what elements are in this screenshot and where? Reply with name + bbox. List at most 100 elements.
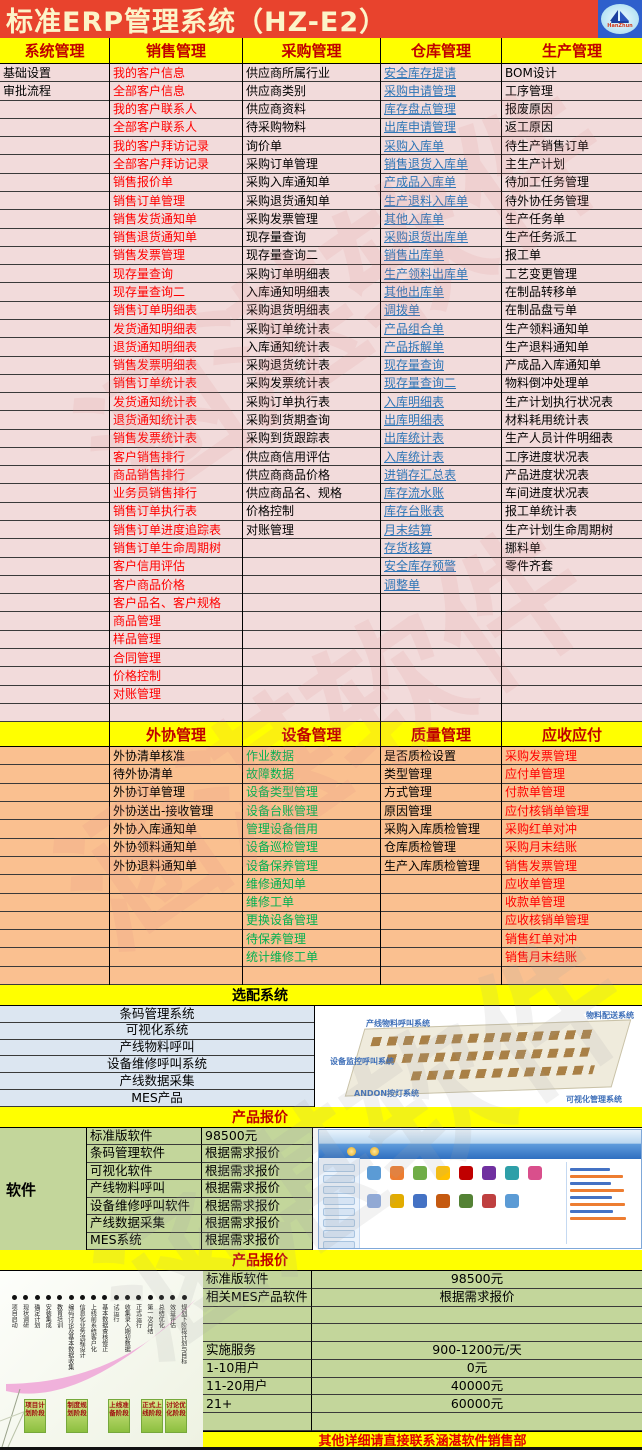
module-item[interactable]: 库存流水账: [381, 484, 501, 503]
module-item[interactable]: 客户品名、客户规格: [110, 594, 242, 613]
optional-system-item[interactable]: 产线物料呼叫: [0, 1039, 314, 1057]
module-item[interactable]: 主生产计划: [502, 155, 642, 174]
module-item[interactable]: 应收单管理: [502, 875, 642, 894]
module-item[interactable]: 销售订单执行表: [110, 502, 242, 522]
module-item[interactable]: 销售退货通知单: [110, 228, 242, 247]
module-item[interactable]: 月末结算: [381, 521, 501, 540]
module-item[interactable]: 存货核算: [381, 539, 501, 558]
module-item[interactable]: 故障数据: [243, 765, 380, 784]
module-item[interactable]: 价格控制: [110, 667, 242, 686]
module-item[interactable]: 基础设置: [0, 64, 109, 83]
module-item[interactable]: 采购订单明细表: [243, 265, 380, 284]
optional-system-item[interactable]: 条码管理系统: [0, 1006, 314, 1023]
module-item[interactable]: 收款单管理: [502, 893, 642, 912]
module-item[interactable]: 价格控制: [243, 502, 380, 522]
optional-system-item[interactable]: 设备维修呼叫系统: [0, 1056, 314, 1074]
module-item[interactable]: 付款单管理: [502, 783, 642, 802]
module-item[interactable]: 零件齐套: [502, 557, 642, 576]
module-item[interactable]: 维修通知单: [243, 875, 380, 894]
module-item[interactable]: 现存量查询: [381, 356, 501, 375]
module-item[interactable]: 库存盘点管理: [381, 100, 501, 119]
optional-system-item[interactable]: MES产品: [0, 1090, 314, 1107]
module-item[interactable]: 统计维修工单: [243, 948, 380, 967]
module-item[interactable]: 外协入库通知单: [110, 820, 242, 839]
module-item[interactable]: 采购入库通知单: [243, 173, 380, 192]
module-item[interactable]: 现存量查询二: [381, 374, 501, 394]
module-item[interactable]: 出库明细表: [381, 411, 501, 430]
module-item[interactable]: 生产领料通知单: [502, 319, 642, 339]
module-item[interactable]: 外协送出-接收管理: [110, 801, 242, 821]
module-item[interactable]: 待外协任务管理: [502, 191, 642, 211]
module-item[interactable]: 采购退货通知单: [243, 191, 380, 211]
module-item[interactable]: 待生产销售订单: [502, 137, 642, 156]
module-item[interactable]: 销售退货入库单: [381, 155, 501, 174]
module-item[interactable]: 作业数据: [243, 747, 380, 766]
module-item[interactable]: 原因管理: [381, 801, 501, 821]
module-item[interactable]: 采购退货明细表: [243, 301, 380, 320]
module-item[interactable]: 生产领料出库单: [381, 265, 501, 284]
module-item[interactable]: 待采购物料: [243, 118, 380, 138]
module-item[interactable]: 供应商信用评估: [243, 447, 380, 467]
module-item[interactable]: 车间进度状况表: [502, 484, 642, 503]
module-item[interactable]: 维修工单: [243, 893, 380, 912]
module-item[interactable]: 返工原因: [502, 118, 642, 138]
module-item[interactable]: 工艺变更管理: [502, 265, 642, 284]
module-item[interactable]: 销售发票明细表: [110, 356, 242, 375]
module-item[interactable]: 报废原因: [502, 100, 642, 119]
module-item[interactable]: 外协订单管理: [110, 783, 242, 802]
module-item[interactable]: 物料倒冲处理单: [502, 374, 642, 394]
module-item[interactable]: 客户销售排行: [110, 447, 242, 467]
module-item[interactable]: 调拨单: [381, 301, 501, 320]
module-item[interactable]: 销售发票管理: [110, 246, 242, 266]
module-item[interactable]: 现存量查询二: [243, 246, 380, 266]
module-item[interactable]: 采购到货跟踪表: [243, 429, 380, 448]
module-item[interactable]: 安全库存提请: [381, 64, 501, 83]
module-item[interactable]: 销售订单统计表: [110, 374, 242, 394]
module-item[interactable]: 生产计划生命周期树: [502, 521, 642, 540]
module-item[interactable]: 销售发票管理: [502, 856, 642, 876]
module-item[interactable]: 采购红单对冲: [502, 820, 642, 839]
module-item[interactable]: 报工单: [502, 246, 642, 266]
module-item[interactable]: 产成品入库通知单: [502, 356, 642, 375]
module-item[interactable]: 外协清单核准: [110, 747, 242, 766]
module-item[interactable]: 生产退料通知单: [502, 338, 642, 357]
module-item[interactable]: 销售发货通知单: [110, 210, 242, 229]
module-item[interactable]: 采购入库质检管理: [381, 820, 501, 839]
module-item[interactable]: 发货通知统计表: [110, 393, 242, 412]
module-item[interactable]: 在制品盘亏单: [502, 301, 642, 320]
module-item[interactable]: 客户商品价格: [110, 575, 242, 595]
module-item[interactable]: 采购订单执行表: [243, 393, 380, 412]
module-item[interactable]: 生产退料入库单: [381, 191, 501, 211]
module-item[interactable]: 生产任务派工: [502, 228, 642, 247]
module-item[interactable]: 我的客户联系人: [110, 100, 242, 119]
module-item[interactable]: 销售订单进度追踪表: [110, 521, 242, 540]
module-item[interactable]: 商品销售排行: [110, 466, 242, 485]
module-item[interactable]: 供应商类别: [243, 82, 380, 101]
module-item[interactable]: 设备台账管理: [243, 801, 380, 821]
module-item[interactable]: 采购月末结账: [502, 838, 642, 857]
module-item[interactable]: 退货通知明细表: [110, 338, 242, 357]
module-item[interactable]: 询价单: [243, 137, 380, 156]
module-item[interactable]: 审批流程: [0, 82, 109, 101]
module-item[interactable]: 入库明细表: [381, 393, 501, 412]
module-item[interactable]: 产品进度状况表: [502, 466, 642, 485]
module-item[interactable]: 应收核销单管理: [502, 911, 642, 931]
module-item[interactable]: 调整单: [381, 575, 501, 595]
module-item[interactable]: 对账管理: [110, 685, 242, 704]
module-item[interactable]: 现存量查询: [110, 265, 242, 284]
module-item[interactable]: 现存量查询二: [110, 283, 242, 302]
module-item[interactable]: 入库通知明细表: [243, 283, 380, 302]
module-item[interactable]: 采购退货统计表: [243, 356, 380, 375]
module-item[interactable]: 供应商商品价格: [243, 466, 380, 485]
module-item[interactable]: 采购入库单: [381, 137, 501, 156]
module-item[interactable]: 出库申请管理: [381, 118, 501, 138]
module-item[interactable]: 我的客户信息: [110, 64, 242, 83]
module-item[interactable]: 全部客户联系人: [110, 118, 242, 138]
optional-system-item[interactable]: 可视化系统: [0, 1022, 314, 1040]
module-item[interactable]: 出库统计表: [381, 429, 501, 448]
module-item[interactable]: 销售订单生命周期树: [110, 539, 242, 558]
module-item[interactable]: 现存量查询: [243, 228, 380, 247]
module-item[interactable]: 销售报价单: [110, 173, 242, 192]
module-item[interactable]: 挪料单: [502, 539, 642, 558]
optional-system-item[interactable]: 产线数据采集: [0, 1073, 314, 1091]
